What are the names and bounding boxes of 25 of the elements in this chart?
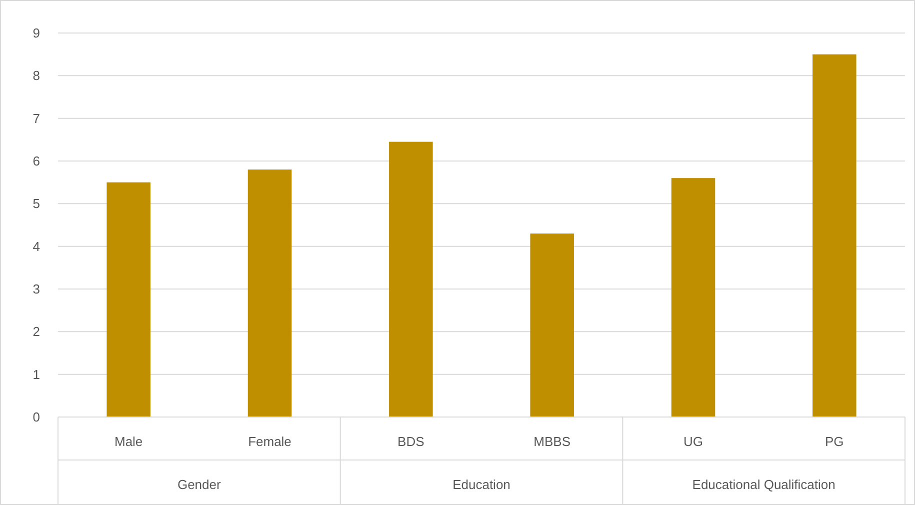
y-tick-label: 7	[32, 110, 40, 126]
x-tick-label: Male	[114, 434, 143, 449]
y-tick-label: 9	[32, 26, 40, 41]
text: Gender	[177, 477, 222, 492]
bar	[248, 170, 292, 417]
y-tick-label: 5	[32, 196, 40, 212]
bar	[671, 178, 716, 417]
y-tick-label: 2	[32, 324, 40, 340]
bar	[389, 142, 433, 417]
bar	[530, 234, 574, 417]
y-tick-label: 4	[32, 238, 40, 254]
y-tick-label: 8	[32, 68, 40, 84]
y-tick-label: 3	[32, 282, 40, 297]
x-tick-label: MBBS	[534, 434, 571, 449]
x-tick-label: BDS	[398, 434, 425, 449]
y-tick-label: 0	[32, 410, 40, 425]
x-tick-label: PG	[825, 434, 844, 449]
text: Educational Qualification	[692, 477, 836, 492]
y-tick-label: 1	[32, 366, 40, 382]
y-tick-label: 6	[32, 154, 40, 169]
text: Education	[452, 477, 510, 492]
bar	[812, 54, 856, 417]
x-tick-label: UG	[684, 434, 703, 449]
bar	[106, 182, 150, 417]
x-tick-label: Female	[248, 434, 292, 449]
